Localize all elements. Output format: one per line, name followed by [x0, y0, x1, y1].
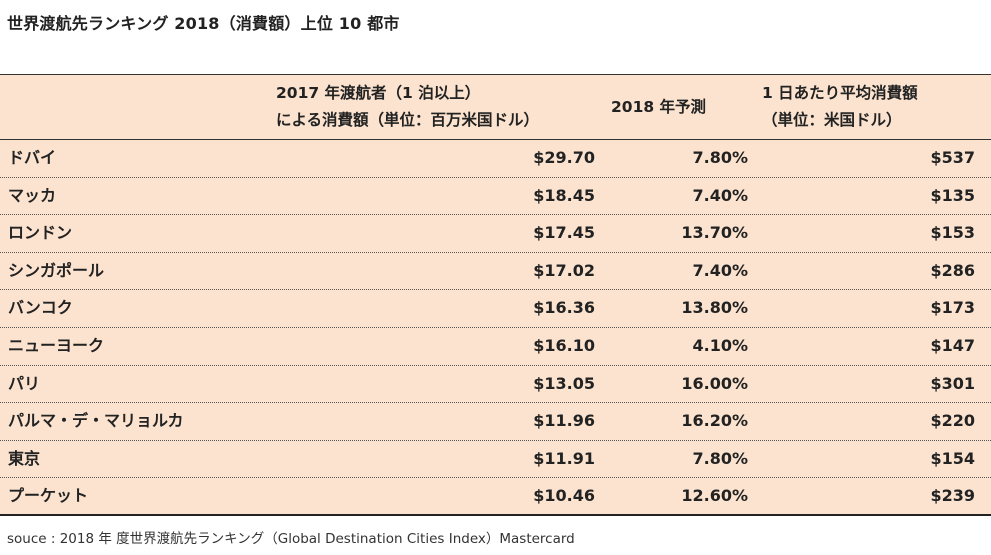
- spend-cell: $16.36: [533, 298, 595, 318]
- spend-cell: $18.45: [533, 185, 595, 205]
- table-row: ニューヨーク $16.10 4.10% $147: [0, 327, 991, 366]
- forecast-cell: 7.80%: [692, 448, 748, 468]
- forecast-cell: 7.80%: [692, 148, 748, 167]
- spend-cell: $11.91: [533, 448, 595, 468]
- page-title: 世界渡航先ランキング 2018（消費額）上位 10 都市: [7, 14, 400, 33]
- spend-cell: $16.10: [533, 335, 595, 355]
- forecast-cell: 13.80%: [681, 298, 748, 318]
- header-daily-line2: （単位：米国ドル）: [762, 111, 902, 129]
- source-note: souce : 2018 年 度世界渡航先ランキング（Global Destin…: [7, 531, 575, 547]
- spend-cell: $17.45: [533, 223, 595, 243]
- header-forecast: 2018 年予測: [611, 98, 707, 116]
- city-cell: パルマ・デ・マリョルカ: [8, 411, 184, 431]
- table-row: シンガポール $17.02 7.40% $286: [0, 252, 991, 291]
- daily-cell: $239: [930, 486, 975, 506]
- spend-cell: $29.70: [533, 148, 595, 167]
- daily-cell: $147: [930, 335, 975, 355]
- daily-cell: $153: [930, 223, 975, 243]
- table-body: ドバイ $29.70 7.80% $537 マッカ $18.45 7.40% $135 ロンドン…: [0, 140, 991, 516]
- forecast-cell: 16.20%: [681, 411, 748, 431]
- spend-cell: $13.05: [533, 373, 595, 393]
- daily-cell: $154: [930, 448, 975, 468]
- city-cell: バンコク: [8, 298, 73, 318]
- city-cell: マッカ: [8, 185, 57, 205]
- table-row: 東京 $11.91 7.80% $154: [0, 440, 991, 479]
- forecast-cell: 16.00%: [681, 373, 748, 393]
- forecast-cell: 13.70%: [681, 223, 748, 243]
- city-cell: プーケット: [8, 486, 89, 506]
- daily-cell: $537: [930, 148, 975, 167]
- daily-cell: $220: [930, 411, 975, 431]
- daily-cell: $286: [930, 260, 975, 280]
- city-cell: 東京: [8, 448, 41, 468]
- spend-cell: $11.96: [533, 411, 595, 431]
- daily-cell: $135: [930, 185, 975, 205]
- city-cell: ドバイ: [8, 148, 57, 167]
- city-cell: パリ: [8, 373, 41, 393]
- header-spend-line1: 2017 年渡航者（1 泊以上）: [276, 84, 481, 102]
- city-cell: ニューヨーク: [8, 335, 105, 355]
- spend-cell: $17.02: [533, 260, 595, 280]
- forecast-cell: 7.40%: [692, 185, 748, 205]
- daily-cell: $173: [930, 298, 975, 318]
- table-row: パリ $13.05 16.00% $301: [0, 365, 991, 404]
- table-row: パルマ・デ・マリョルカ $11.96 16.20% $220: [0, 403, 991, 441]
- forecast-cell: 12.60%: [681, 486, 748, 506]
- table-row: バンコク $16.36 13.80% $173: [0, 290, 991, 328]
- table-row: マッカ $18.45 7.40% $135: [0, 177, 991, 216]
- table-row: ドバイ $29.70 7.80% $537: [0, 140, 991, 178]
- table-header: 2017 年渡航者（1 泊以上） による消費額（単位：百万米国ドル） 2018 …: [0, 74, 991, 140]
- ranking-table: 2017 年渡航者（1 泊以上） による消費額（単位：百万米国ドル） 2018 …: [0, 74, 991, 516]
- daily-cell: $301: [930, 373, 975, 393]
- spend-cell: $10.46: [533, 486, 595, 506]
- header-daily-line1: 1 日あたり平均消費額: [762, 84, 918, 102]
- forecast-cell: 7.40%: [692, 260, 748, 280]
- city-cell: ロンドン: [8, 223, 73, 243]
- header-spend: 2017 年渡航者（1 泊以上） による消費額（単位：百万米国ドル）: [276, 80, 539, 134]
- city-cell: シンガポール: [8, 260, 105, 280]
- header-daily: 1 日あたり平均消費額 （単位：米国ドル）: [762, 80, 918, 134]
- header-spend-line2: による消費額（単位：百万米国ドル）: [276, 111, 540, 129]
- table-row: ロンドン $17.45 13.70% $153: [0, 215, 991, 253]
- table-row: プーケット $10.46 12.60% $239: [0, 478, 991, 516]
- forecast-cell: 4.10%: [692, 335, 748, 355]
